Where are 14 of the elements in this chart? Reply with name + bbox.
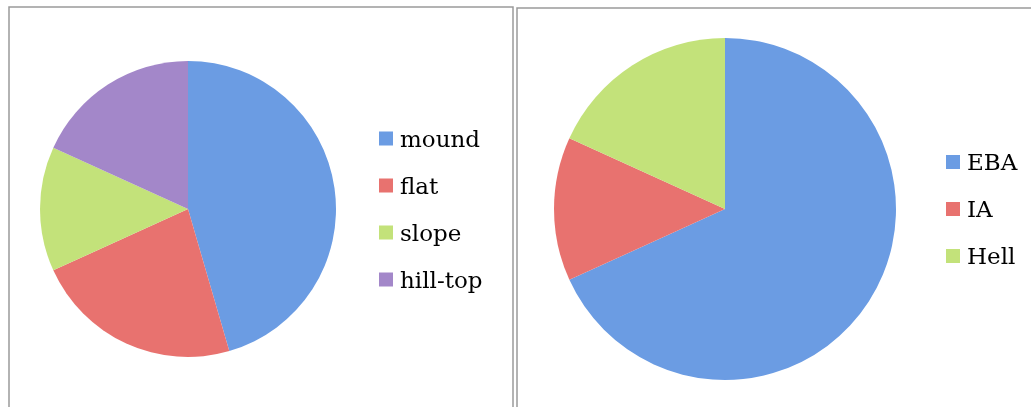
legend-label: mound <box>400 125 481 152</box>
pie-slice <box>569 38 896 380</box>
pie-slice <box>40 147 188 271</box>
pie-slice <box>569 38 725 209</box>
legend-label: slope <box>400 219 462 246</box>
legend-label: Hell <box>967 243 1016 269</box>
legend-label: IA <box>967 196 994 222</box>
pie-slice <box>188 61 336 352</box>
legend-label: EBA <box>967 149 1018 175</box>
pie-slice <box>554 138 725 280</box>
legend-label: hill-top <box>400 266 483 293</box>
legend-label: flat <box>400 172 440 199</box>
pie-slice <box>53 61 188 209</box>
pie-slice <box>53 209 230 357</box>
